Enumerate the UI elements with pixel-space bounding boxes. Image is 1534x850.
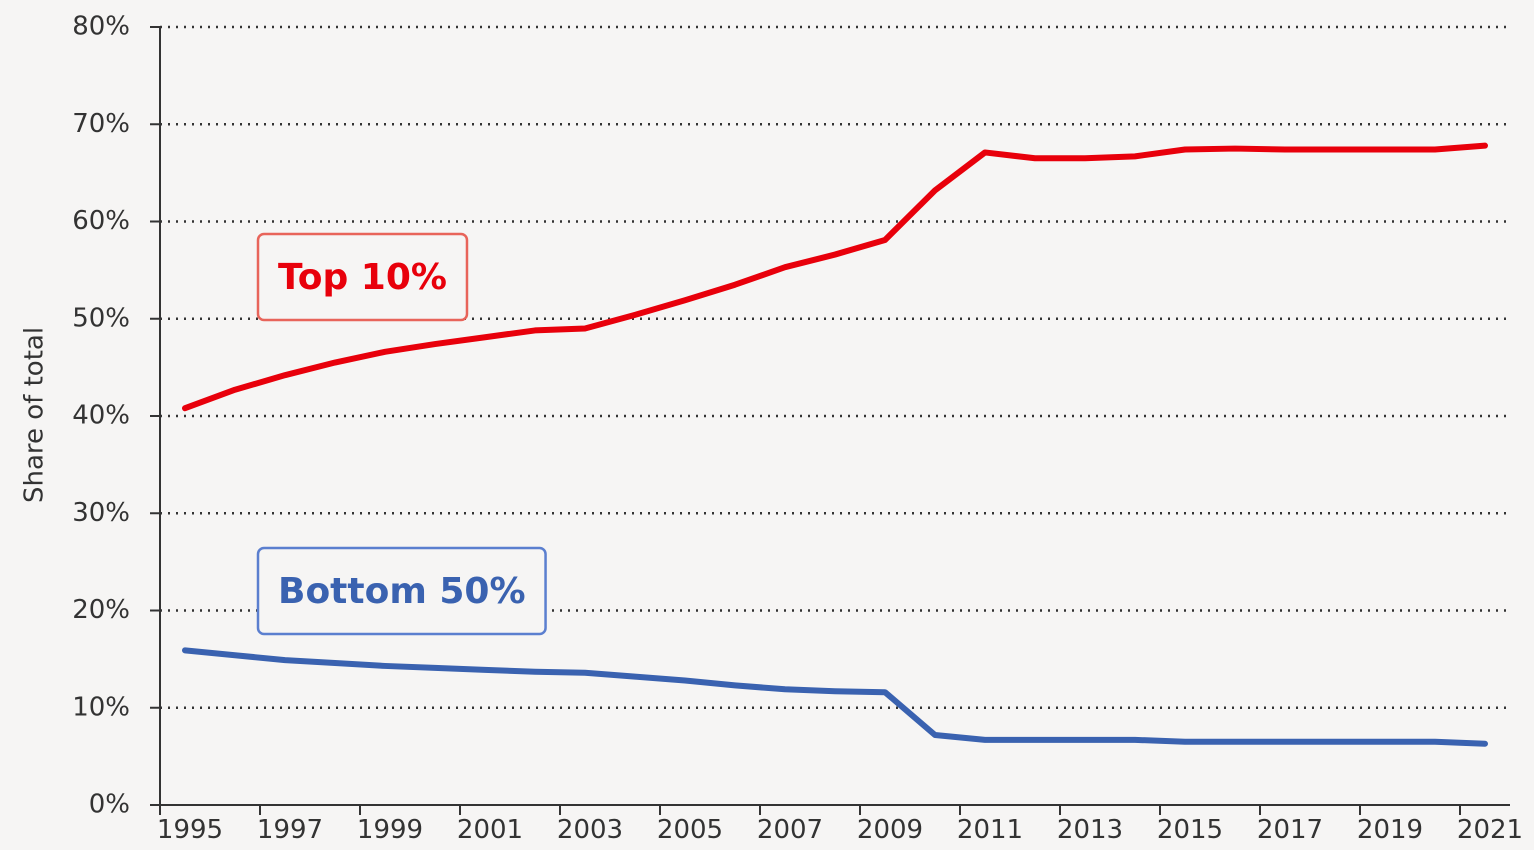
series-label-box	[256, 546, 547, 636]
x-tick-label: 1999	[357, 815, 423, 845]
y-tick-label: 20%	[72, 595, 130, 625]
x-tick-label: 1995	[157, 815, 223, 845]
x-tick-label: 2019	[1357, 815, 1423, 845]
y-tick-label: 60%	[72, 206, 130, 236]
series-label: Top 10%	[278, 257, 447, 298]
x-tick-label: 2003	[557, 815, 623, 845]
x-tick-label: 2021	[1457, 815, 1523, 845]
x-tick-label: 2015	[1157, 815, 1223, 845]
y-tick-label: 40%	[72, 401, 130, 431]
x-tick-label: 2007	[757, 815, 823, 845]
x-tick-label: 2013	[1057, 815, 1123, 845]
x-tick-label: 1997	[257, 815, 323, 845]
series-line	[182, 142, 1488, 412]
y-tick-label: 10%	[72, 692, 130, 722]
y-tick-label: 50%	[72, 303, 130, 333]
series-line	[182, 647, 1488, 747]
y-tick-label: 30%	[72, 498, 130, 528]
y-tick-label: 80%	[72, 12, 130, 42]
x-tick-label: 2011	[957, 815, 1023, 845]
y-tick-label: 0%	[89, 790, 130, 820]
series-label: Bottom 50%	[278, 571, 526, 612]
x-tick-label: 2005	[657, 815, 723, 845]
y-tick-label: 70%	[72, 109, 130, 139]
x-tick-label: 2017	[1257, 815, 1323, 845]
x-tick-label: 2009	[857, 815, 923, 845]
y-axis-label: Share of total	[20, 327, 50, 503]
series-label-box	[256, 232, 469, 322]
x-tick-label: 2001	[457, 815, 523, 845]
